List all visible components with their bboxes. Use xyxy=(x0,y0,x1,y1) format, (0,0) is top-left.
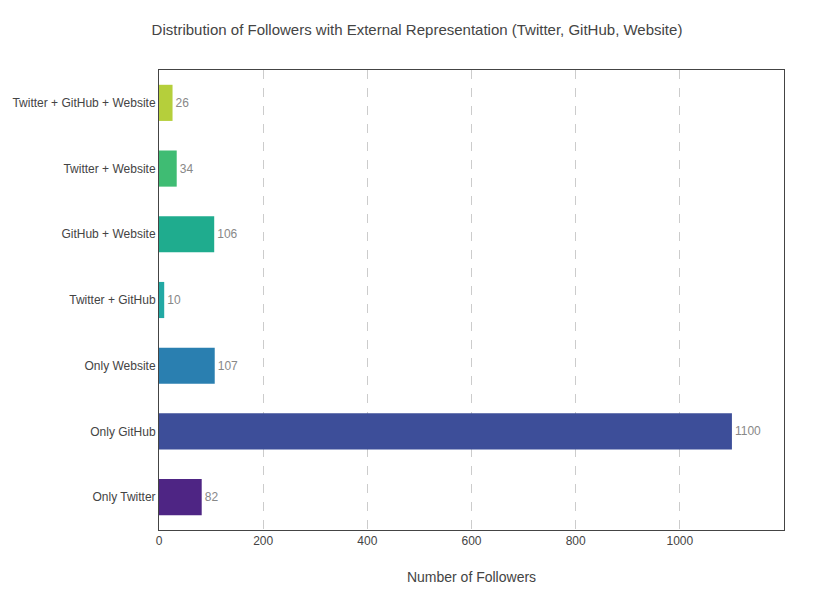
svg-text:Number of Followers: Number of Followers xyxy=(407,569,536,585)
svg-text:Only GitHub: Only GitHub xyxy=(90,425,156,439)
svg-text:1100: 1100 xyxy=(735,424,761,438)
svg-text:800: 800 xyxy=(566,534,586,548)
svg-text:1000: 1000 xyxy=(666,534,693,548)
svg-text:200: 200 xyxy=(253,534,273,548)
svg-text:Twitter + GitHub: Twitter + GitHub xyxy=(69,293,156,307)
svg-text:Distribution of Followers with: Distribution of Followers with External … xyxy=(152,21,683,38)
svg-text:82: 82 xyxy=(205,490,219,504)
svg-text:107: 107 xyxy=(218,359,238,373)
svg-text:10: 10 xyxy=(167,293,181,307)
svg-text:Only Website: Only Website xyxy=(84,359,155,373)
svg-text:0: 0 xyxy=(156,534,163,548)
svg-text:GitHub + Website: GitHub + Website xyxy=(61,227,155,241)
svg-text:Twitter + Website: Twitter + Website xyxy=(63,162,155,176)
svg-text:400: 400 xyxy=(357,534,377,548)
svg-text:26: 26 xyxy=(176,96,190,110)
svg-text:106: 106 xyxy=(217,227,237,241)
svg-text:Only Twitter: Only Twitter xyxy=(92,490,155,504)
svg-text:600: 600 xyxy=(461,534,481,548)
svg-text:Twitter + GitHub + Website: Twitter + GitHub + Website xyxy=(12,96,155,110)
svg-text:34: 34 xyxy=(180,162,194,176)
